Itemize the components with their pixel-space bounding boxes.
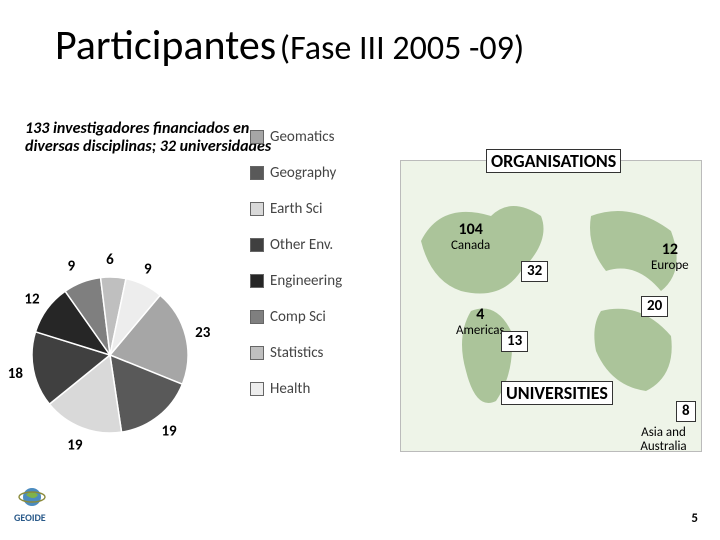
legend: Geomatics Geography Earth Sci Other Env. Eng… [250, 128, 342, 416]
pie-slice-label: 19 [67, 436, 83, 454]
map-callout-place: Europe [651, 259, 689, 273]
title-part2: (Fase III 2005 -09) [280, 28, 524, 69]
legend-label: Health [270, 380, 310, 398]
geoide-logo: GEOIDE [12, 483, 82, 530]
legend-item: Geography [250, 164, 342, 182]
map-callout: 20 [641, 296, 668, 317]
map-callout-num: 4 [456, 306, 505, 324]
map-callout: 4Americas [456, 306, 505, 338]
map-callout-place: Asia and Australia [626, 426, 701, 455]
legend-label: Geography [270, 164, 336, 182]
map-callout-num: 104 [451, 221, 490, 239]
legend-item: Other Env. [250, 236, 342, 254]
legend-label: Comp Sci [270, 308, 326, 326]
legend-item: Engineering [250, 272, 342, 290]
legend-label: Earth Sci [270, 200, 322, 218]
pie-chart: 23 19 19 18 12 9 6 9 [0, 0, 260, 505]
pie-slice-label: 19 [161, 422, 177, 440]
map-callout: Asia and Australia [626, 426, 701, 455]
legend-item: Geomatics [250, 128, 342, 146]
legend-label: Statistics [270, 344, 323, 362]
map-callout: 13 [501, 331, 528, 352]
logo-text: GEOIDE [14, 511, 46, 524]
map-callout-num: 13 [507, 333, 522, 350]
map-callout-num: 32 [527, 263, 542, 280]
map-callout: 104Canada [451, 221, 490, 253]
legend-item: Comp Sci [250, 308, 342, 326]
pie-slice-label: 23 [195, 324, 211, 342]
pie-slice-label: 12 [24, 290, 40, 308]
map-callout: 8 [676, 401, 696, 422]
legend-label: Geomatics [270, 128, 334, 146]
map-callout-place: Canada [451, 239, 490, 253]
map-title-org: ORGANISATIONS [486, 149, 621, 173]
map-callout-num: 20 [647, 298, 662, 315]
legend-item: Health [250, 380, 342, 398]
legend-item: Earth Sci [250, 200, 342, 218]
map-callout: 32 [521, 261, 548, 282]
map-callout: 12Europe [651, 241, 689, 273]
pie-slice-label: 18 [8, 365, 24, 383]
map-callout-num: 12 [651, 241, 689, 259]
map-title-univ: UNIVERSITIES [501, 381, 613, 405]
legend-label: Other Env. [270, 236, 333, 254]
slide-number: 5 [691, 511, 698, 526]
pie-slice-label: 9 [144, 261, 152, 279]
map-callout-place: Americas [456, 324, 505, 338]
pie-slice-label: 9 [68, 257, 76, 275]
legend-label: Engineering [270, 272, 342, 290]
map-panel: ORGANISATIONS UNIVERSITIES 104Canada324A… [400, 160, 702, 452]
pie-slice-label: 6 [106, 251, 114, 269]
legend-item: Statistics [250, 344, 342, 362]
map-callout-num: 8 [682, 403, 690, 420]
